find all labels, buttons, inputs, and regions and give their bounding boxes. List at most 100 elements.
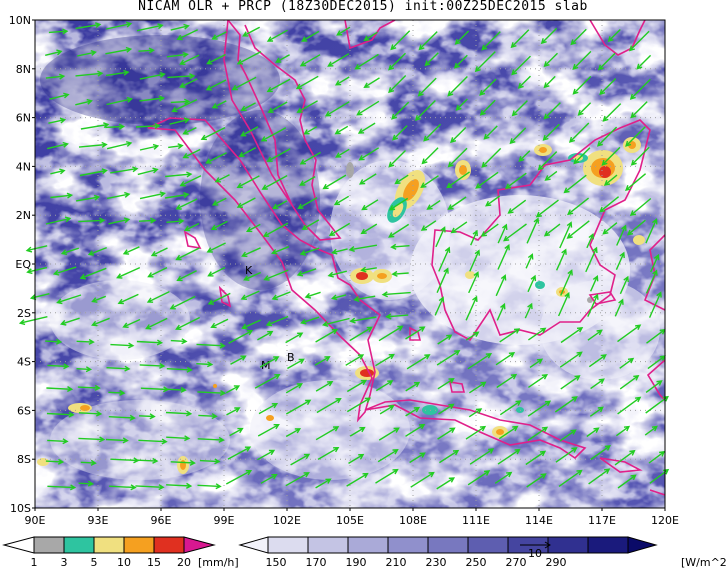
latitude-labels: 10N 8N 6N 4N 2N EQ 2S 4S 6S 8S 10S <box>9 14 35 515</box>
wind-vector <box>495 274 507 297</box>
wind-vector <box>45 458 65 465</box>
reference-vector <box>520 541 551 549</box>
wind-vector <box>175 247 200 261</box>
wind-vector <box>617 324 642 343</box>
wind-vector <box>586 427 600 438</box>
wind-vector <box>357 122 376 134</box>
wind-vector <box>363 31 378 41</box>
wind-vector <box>499 328 521 343</box>
wind-vector <box>168 143 184 150</box>
olr-bar-swatch <box>267 536 309 554</box>
wind-vector <box>327 53 350 67</box>
wind-vector <box>650 253 660 273</box>
wind-vector <box>597 52 616 71</box>
wind-vector <box>110 166 139 174</box>
wind-vector <box>260 127 287 142</box>
wind-vector <box>503 223 527 242</box>
wind-vector <box>175 316 201 330</box>
wind-vector <box>77 384 101 391</box>
precip-tick-5: 5 <box>91 556 98 569</box>
wind-vector <box>262 222 289 237</box>
wind-vector <box>60 247 80 256</box>
wind-vector <box>50 192 74 199</box>
wind-vector <box>45 216 72 225</box>
wind-vector <box>447 196 467 210</box>
wind-vector <box>80 459 97 466</box>
wind-vector <box>285 399 312 415</box>
wind-vector <box>257 424 280 437</box>
wind-vector <box>243 271 261 281</box>
olr-unit: [W/m^2] <box>681 556 726 569</box>
wind-vector <box>645 269 658 294</box>
wind-vector <box>299 247 320 256</box>
wind-vector <box>266 148 291 162</box>
wind-vector <box>170 459 196 466</box>
wind-vector <box>590 445 611 461</box>
wind-vector <box>405 423 426 437</box>
wind-vector <box>619 357 635 369</box>
wind-vector <box>25 245 48 253</box>
wind-vector <box>231 76 257 91</box>
wind-vector <box>315 380 334 392</box>
wind-vector <box>91 317 110 327</box>
wind-vector <box>106 96 134 106</box>
precip-tick-3: 3 <box>61 556 68 569</box>
wind-vector <box>105 46 133 55</box>
wind-vector <box>211 31 227 40</box>
wind-vector <box>108 217 131 225</box>
olr-bar-swatch <box>307 536 349 554</box>
wind-vector <box>648 291 662 318</box>
wind-vector <box>614 298 624 317</box>
wind-vector <box>78 141 108 148</box>
wind-vector <box>80 122 110 130</box>
wind-vector <box>499 400 522 416</box>
wind-vector <box>48 28 69 35</box>
wind-vector <box>363 77 380 88</box>
wind-vector <box>226 407 241 416</box>
wind-vector <box>405 326 426 340</box>
wind-vector <box>511 100 528 117</box>
wind-vector <box>361 199 379 211</box>
wind-vector <box>559 429 577 442</box>
wind-vector <box>617 474 637 489</box>
wind-vector <box>504 172 527 190</box>
wind-vector <box>87 246 107 256</box>
wind-vector <box>507 199 527 214</box>
wind-vector <box>572 50 592 70</box>
olr-colorbar: [W/m^2] 150 170 190 210 230 250 270 290 10 <box>238 536 726 569</box>
wind-vector <box>405 406 421 417</box>
lat-label: 6N <box>16 112 31 125</box>
wind-vector <box>321 317 350 327</box>
precip-cells <box>37 137 645 474</box>
wind-vector <box>182 126 197 135</box>
wind-vector <box>648 450 666 464</box>
wind-vector <box>375 380 394 392</box>
wind-vector <box>560 326 584 344</box>
wind-vector <box>588 354 607 368</box>
wind-vector <box>559 351 583 368</box>
wind-vector <box>105 123 126 130</box>
wind-vector <box>206 53 226 65</box>
wind-vector <box>236 175 260 189</box>
wind-vector <box>290 453 311 466</box>
wind-vector <box>481 31 501 51</box>
wind-vector <box>467 470 491 486</box>
wind-vector <box>496 302 506 321</box>
wind-vector <box>421 147 439 165</box>
wind-vector <box>596 126 618 147</box>
wind-vector <box>47 438 69 445</box>
wind-vector <box>542 123 560 141</box>
wind-vector <box>137 167 159 176</box>
wind-vector <box>266 29 288 42</box>
wind-vector <box>91 295 107 303</box>
wind-vector <box>138 217 157 224</box>
wind-vector <box>528 327 547 341</box>
olr-bar-swatch <box>547 536 589 554</box>
wind-vector <box>227 446 252 460</box>
wind-vector <box>166 51 189 58</box>
wind-vector <box>166 218 185 225</box>
wind-vector <box>475 171 499 189</box>
wind-vector <box>139 191 167 200</box>
wind-vector <box>198 413 218 420</box>
wind-vector <box>628 30 650 52</box>
